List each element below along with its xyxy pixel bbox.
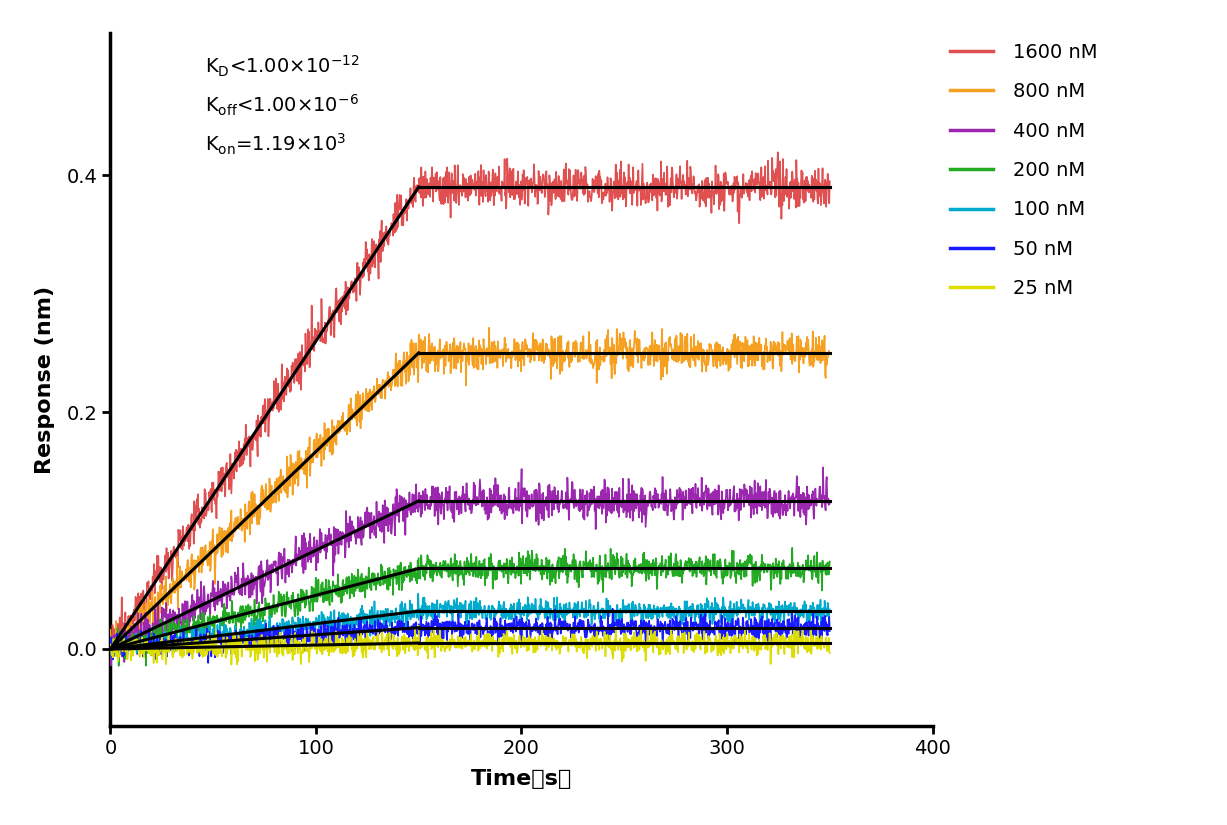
X-axis label: Time（s）: Time（s） (471, 769, 572, 790)
Legend: 1600 nM, 800 nM, 400 nM, 200 nM, 100 nM, 50 nM, 25 nM: 1600 nM, 800 nM, 400 nM, 200 nM, 100 nM,… (951, 43, 1097, 298)
Y-axis label: Response (nm): Response (nm) (36, 285, 55, 474)
Text: K$_\mathrm{D}$<1.00×10$^{-12}$
K$_\mathrm{off}$<1.00×10$^{-6}$
K$_\mathrm{on}$=1: K$_\mathrm{D}$<1.00×10$^{-12}$ K$_\mathr… (205, 54, 360, 157)
